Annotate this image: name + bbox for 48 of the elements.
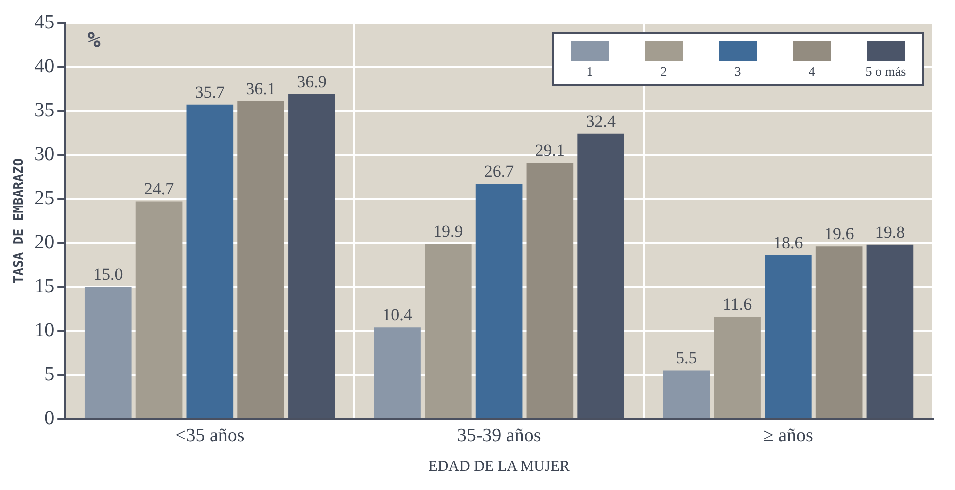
data-label: 24.7 xyxy=(144,180,175,199)
bar xyxy=(374,328,421,418)
y-tick-label: 20 xyxy=(34,231,55,254)
bar xyxy=(84,287,132,418)
y-tick-label: 25 xyxy=(34,187,55,210)
bar xyxy=(714,317,761,418)
data-label: 10.4 xyxy=(382,306,413,325)
legend-label: 4 xyxy=(808,64,816,79)
data-label: 26.7 xyxy=(484,162,515,182)
data-label: 15.0 xyxy=(94,265,124,284)
data-label: 19.8 xyxy=(875,222,906,242)
bar xyxy=(238,101,284,418)
data-label: 18.6 xyxy=(774,233,804,252)
x-tick-label: 35-39 años xyxy=(457,426,542,447)
y-tick-label: 5 xyxy=(44,363,55,386)
annotation: % xyxy=(88,28,102,54)
y-tick-label: 15 xyxy=(34,275,55,298)
legend-label: 5 o más xyxy=(866,64,906,79)
data-label: 11.6 xyxy=(722,295,752,314)
y-tick-label: 35 xyxy=(34,99,55,122)
bar xyxy=(816,246,863,418)
bar xyxy=(476,184,523,418)
data-label: 5.5 xyxy=(676,348,698,368)
bar xyxy=(136,202,183,418)
x-axis-title: EDAD DE LA MUJER xyxy=(428,458,570,475)
bar xyxy=(526,162,574,418)
bar xyxy=(765,255,812,418)
data-label: 19.6 xyxy=(824,224,854,244)
data-label: 36.1 xyxy=(246,79,276,98)
bar xyxy=(186,104,234,418)
y-tick-label: 40 xyxy=(34,55,55,78)
y-tick-label: 0 xyxy=(44,407,55,430)
data-label: 35.7 xyxy=(195,82,226,102)
x-tick-label: ≥ años xyxy=(763,426,814,447)
bar xyxy=(663,370,710,418)
legend-label: 1 xyxy=(586,64,594,79)
bar xyxy=(425,244,472,418)
y-tick-label: 30 xyxy=(34,143,55,166)
y-axis-title: TASA DE EMBARAZO xyxy=(12,158,28,284)
legend-label: 3 xyxy=(734,64,742,79)
x-tick-label: <35 años xyxy=(176,426,245,447)
data-label: 36.9 xyxy=(297,72,327,92)
data-label: 19.9 xyxy=(434,222,464,241)
y-tick-label: 10 xyxy=(34,319,55,342)
legend-label: 2 xyxy=(660,64,668,79)
data-label: 32.4 xyxy=(586,112,616,131)
data-label: 29.1 xyxy=(535,140,566,160)
y-tick-label: 45 xyxy=(34,11,55,34)
